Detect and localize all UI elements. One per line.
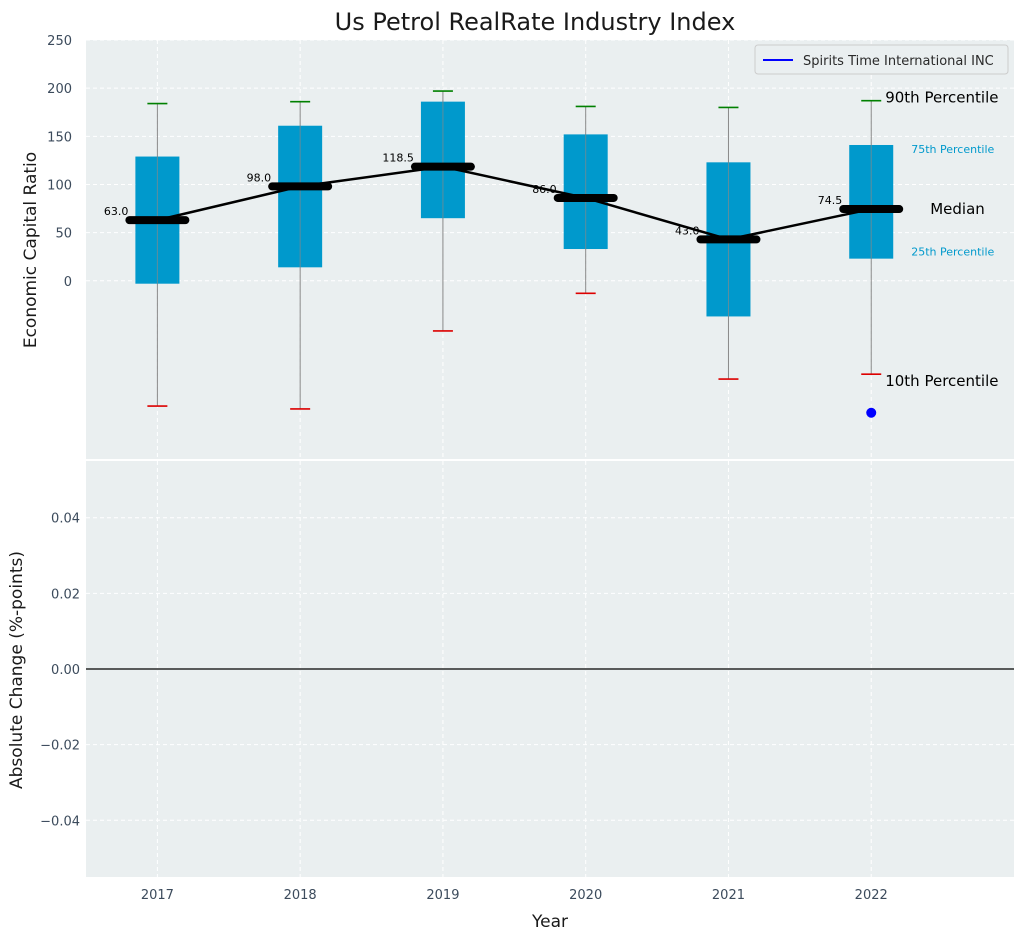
- x-tick-label: 2018: [284, 888, 317, 903]
- box-2020: 86.0: [532, 105, 618, 295]
- box-2019: 118.5: [382, 90, 475, 332]
- bottom-y-tick-label: 0.02: [51, 587, 80, 602]
- top-y-tick-label: 250: [47, 34, 72, 49]
- bottom-y-tick-label: −0.02: [40, 739, 80, 754]
- bottom-y-axis-label: Absolute Change (%-points): [7, 551, 27, 789]
- chart-title: Us Petrol RealRate Industry Index: [335, 8, 736, 36]
- x-tick-label: 2022: [855, 888, 888, 903]
- bottom-y-tick-label: −0.04: [40, 814, 80, 829]
- top-y-tick-label: 100: [47, 178, 72, 193]
- top-y-tick-label: 150: [47, 130, 72, 145]
- annotation-median: Median: [930, 200, 985, 218]
- top-y-axis-label: Economic Capital Ratio: [21, 152, 41, 348]
- legend-label: Spirits Time International INC: [803, 54, 994, 69]
- legend[interactable]: Spirits Time International INC: [754, 44, 1009, 75]
- bottom-y-tick-label: 0.04: [51, 512, 80, 527]
- box-2021: 43.0: [675, 106, 761, 380]
- annotation-90th-percentile: 90th Percentile: [885, 89, 998, 107]
- top-y-tick-label: 200: [47, 82, 72, 97]
- annotation-75th-percentile: 75th Percentile: [911, 143, 994, 156]
- median-value-label: 118.5: [382, 152, 414, 165]
- company-point: [866, 407, 877, 418]
- median-value-label: 98.0: [247, 171, 272, 184]
- bottom-y-tick-label: 0.00: [51, 663, 80, 678]
- x-axis-label: Year: [531, 912, 568, 932]
- x-tick-label: 2020: [569, 888, 602, 903]
- annotation-10th-percentile: 10th Percentile: [885, 372, 998, 390]
- top-y-tick-label: 50: [55, 227, 72, 242]
- median-value-label: 43.0: [675, 224, 700, 237]
- x-tick-label: 2017: [141, 888, 174, 903]
- median-value-label: 63.0: [104, 205, 129, 218]
- legend-box: [754, 44, 1009, 75]
- median-value-label: 74.5: [818, 194, 843, 207]
- bottom-panel: −0.04 −0.02 0.00 0.02 0.04 2017 2018 2019 2020 20…: [40, 461, 1014, 903]
- median-trend-line: [157, 165, 872, 241]
- top-y-tick-label: 0: [64, 275, 72, 290]
- x-tick-label: 2019: [426, 888, 459, 903]
- x-tick-label: 2021: [712, 888, 745, 903]
- annotation-25th-percentile: 25th Percentile: [911, 246, 994, 259]
- top-panel: 0 50 100 150 200 250 63.0 98.0 118.5 86.0 43.0 74.5…: [47, 34, 1014, 459]
